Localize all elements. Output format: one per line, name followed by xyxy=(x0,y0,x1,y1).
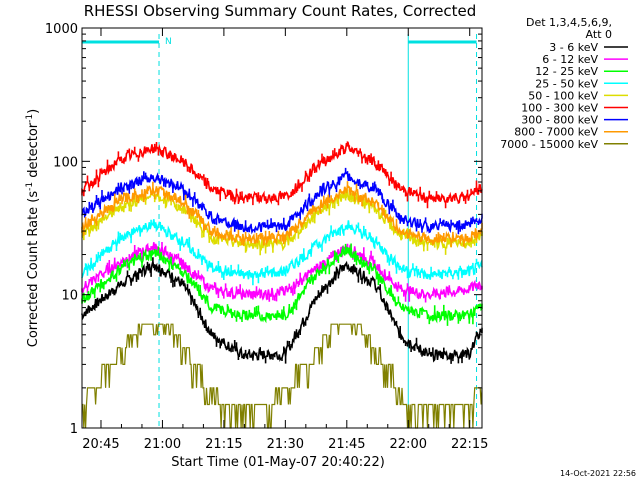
y-axis-label-end: ) xyxy=(26,109,41,114)
series-3-6-kev xyxy=(81,257,483,364)
series-300-800-kev xyxy=(81,167,483,235)
y-axis: 1 10 100 1000 xyxy=(45,22,482,437)
plot-area: N xyxy=(81,34,483,429)
legend-label: 12 - 25 keV xyxy=(535,65,598,78)
legend-label: 50 - 100 keV xyxy=(528,89,598,102)
x-tick-label: 21:15 xyxy=(205,437,242,452)
series-line xyxy=(81,141,483,209)
series-line xyxy=(81,167,483,235)
plot-frame xyxy=(81,27,483,429)
series-line xyxy=(81,181,483,248)
y-axis-label-main: Corrected Count Rate (s xyxy=(26,191,41,348)
timestamp: 14-Oct-2021 22:56 xyxy=(560,469,636,478)
x-tick-label: 21:00 xyxy=(144,437,181,452)
legend-label: 6 - 12 keV xyxy=(542,53,598,66)
y-tick-label: 1000 xyxy=(45,22,78,37)
y-axis-label: Corrected Count Rate (s-1 detector-1) xyxy=(25,109,41,347)
series-6-12-kev xyxy=(81,242,483,303)
x-tick-label: 22:00 xyxy=(390,437,427,452)
y-tick-label: 10 xyxy=(61,289,78,304)
legend-label: 7000 - 15000 keV xyxy=(500,138,598,151)
series-line xyxy=(81,242,483,303)
series-25-50-kev xyxy=(81,219,483,286)
series-line xyxy=(81,243,483,326)
series-7000-15000-kev xyxy=(82,323,483,429)
legend-header-2: Att 0 xyxy=(586,28,612,41)
x-tick-label: 21:45 xyxy=(328,437,365,452)
legend-header-1: Det 1,3,4,5,6,9, xyxy=(526,16,612,29)
y-axis-label-sup2: -1 xyxy=(25,114,35,123)
legend-label: 25 - 50 keV xyxy=(535,77,598,90)
y-axis-label-sup1: -1 xyxy=(25,182,35,191)
series-line xyxy=(81,189,483,256)
legend-label: 3 - 6 keV xyxy=(549,41,598,54)
x-axis: 20:45 21:00 21:15 21:30 21:45 22:00 22:15 xyxy=(82,28,488,452)
series-line xyxy=(82,323,483,429)
y-tick-label: 1 xyxy=(70,422,78,437)
series-12-25-kev xyxy=(81,243,483,326)
x-axis-label: Start Time (01-May-07 20:40:22) xyxy=(171,455,385,470)
legend-label: 800 - 7000 keV xyxy=(514,126,598,139)
x-tick-label: 20:45 xyxy=(82,437,119,452)
y-tick-label: 100 xyxy=(53,155,78,170)
x-tick-label: 22:15 xyxy=(451,437,488,452)
series-line xyxy=(81,257,483,364)
x-tick-label: 21:30 xyxy=(267,437,304,452)
legend-label: 100 - 300 keV xyxy=(521,102,598,115)
series-line xyxy=(81,219,483,286)
series-100-300-kev xyxy=(81,141,483,209)
interval-label: N xyxy=(165,37,172,47)
series-50-100-kev xyxy=(81,189,483,256)
y-axis-label-mid: detector xyxy=(26,122,41,182)
series-800-7000-kev xyxy=(81,181,483,248)
chart-title: RHESSI Observing Summary Count Rates, Co… xyxy=(84,2,477,20)
legend-label: 300 - 800 keV xyxy=(521,114,598,127)
